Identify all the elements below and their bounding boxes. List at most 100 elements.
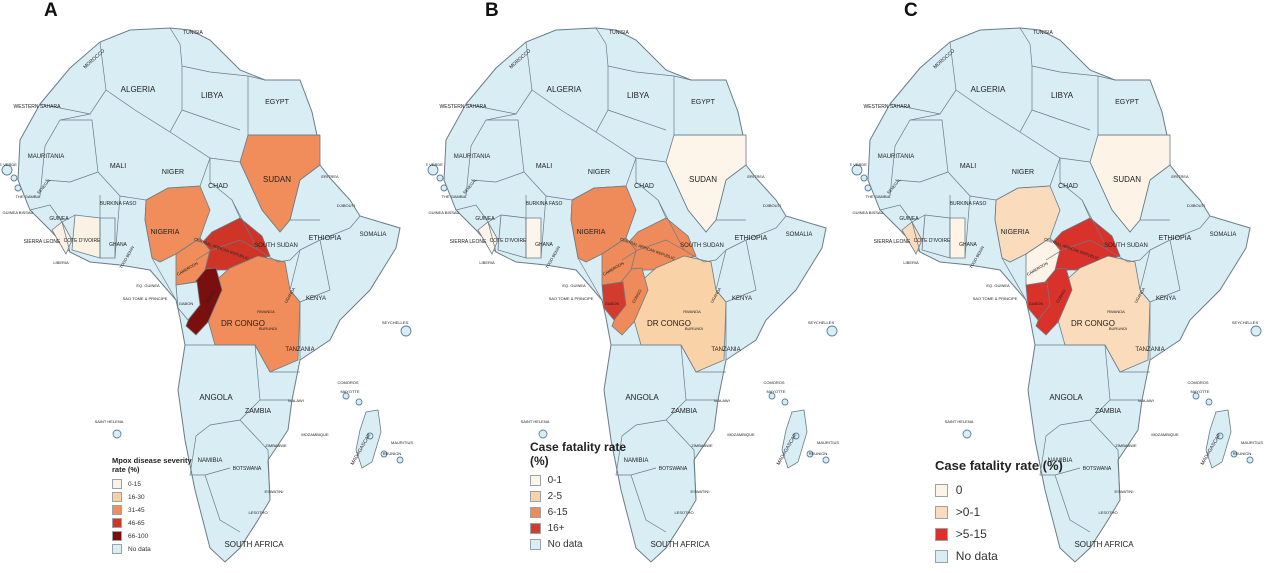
country-label-libya: LIBYA bbox=[201, 91, 224, 100]
legend-label: 0-15 bbox=[128, 480, 142, 488]
region-cameroon bbox=[1025, 237, 1061, 286]
island bbox=[436, 174, 444, 182]
country-label-namibia: NAMIBIA bbox=[198, 458, 223, 464]
legend-label: No data bbox=[128, 545, 151, 553]
legend-swatch bbox=[112, 479, 122, 489]
country-border bbox=[570, 199, 579, 259]
country-label-western_sahara: WESTERN SAHARA bbox=[440, 104, 488, 110]
legend-label: 66-100 bbox=[128, 532, 149, 540]
country-label-eritrea: ERITREA bbox=[1171, 174, 1189, 179]
island bbox=[1216, 432, 1224, 440]
country-label-guinea: GUINEA bbox=[899, 216, 919, 222]
legend-swatch bbox=[935, 549, 948, 563]
country-border bbox=[615, 424, 657, 476]
legend-item: No data bbox=[935, 549, 1085, 563]
country-label-seychelles: SEYCHELLES bbox=[808, 320, 835, 325]
legend-item: 66-100 bbox=[112, 531, 198, 541]
island bbox=[826, 325, 838, 337]
island bbox=[427, 164, 439, 176]
country-border bbox=[145, 157, 211, 201]
country-border bbox=[1089, 419, 1121, 501]
country-label-nigeria: NIGERIA bbox=[151, 229, 180, 236]
legend-swatch bbox=[530, 491, 541, 502]
legend-label: 16-30 bbox=[128, 493, 145, 501]
country-label-somalia: SOMALIA bbox=[786, 232, 813, 238]
country-label-south_sudan: SOUTH SUDAN bbox=[254, 243, 298, 249]
legend-label: 16+ bbox=[547, 523, 565, 534]
legend-label: No data bbox=[547, 539, 583, 550]
country-label-angola: ANGOLA bbox=[199, 393, 233, 402]
country-label-zimbabwe: ZIMBABWE bbox=[1115, 443, 1137, 448]
country-label-the_gambia: THE GAMBIA bbox=[442, 194, 467, 199]
country-label-niger: NIGER bbox=[1012, 169, 1034, 176]
country-label-kenya: KENYA bbox=[306, 296, 326, 302]
island bbox=[14, 184, 22, 192]
country-border bbox=[61, 221, 71, 253]
country-label-cote_divoire: COTE D'IVOIRE bbox=[64, 238, 101, 244]
legend-label: 31-45 bbox=[128, 506, 145, 514]
country-label-gabon: GABON bbox=[605, 301, 620, 306]
legend-swatch bbox=[530, 539, 541, 550]
island bbox=[864, 184, 872, 192]
panel-c: C TUNISIA MOROCCO ALGERIA LIBYA EGYPT WESTERN… bbox=[850, 0, 1270, 573]
country-border bbox=[209, 344, 261, 426]
country-border bbox=[1139, 164, 1171, 221]
country-label-cape_verde: CAPE VERDE bbox=[426, 162, 443, 167]
country-label-tunisia: TUNISIA bbox=[183, 30, 203, 36]
country-border bbox=[169, 27, 183, 67]
region-cameroon bbox=[175, 237, 211, 286]
country-label-mauritius: MAURITIUS bbox=[391, 440, 413, 445]
country-border bbox=[994, 199, 1003, 259]
legend-item: 2-5 bbox=[530, 491, 640, 502]
country-label-tanzania: TANZANIA bbox=[1135, 347, 1164, 353]
country-border bbox=[1089, 161, 1170, 233]
region-cameroon bbox=[601, 237, 637, 286]
country-label-angola: ANGOLA bbox=[625, 393, 659, 402]
island bbox=[10, 174, 18, 182]
country-border bbox=[964, 195, 971, 259]
country-label-mozambique: MOZAMBIQUE bbox=[727, 432, 755, 437]
country-border bbox=[889, 41, 957, 115]
country-label-ghana: GHANA bbox=[109, 242, 127, 248]
country-label-algeria: ALGERIA bbox=[971, 85, 1006, 94]
island bbox=[1230, 450, 1238, 458]
island bbox=[822, 456, 830, 464]
legend-item: >0-1 bbox=[935, 505, 1085, 519]
country-label-south_africa: SOUTH AFRICA bbox=[1074, 540, 1134, 549]
country-border bbox=[239, 419, 271, 501]
country-label-nigeria: NIGERIA bbox=[577, 229, 606, 236]
country-label-tunisia: TUNISIA bbox=[609, 30, 629, 36]
country-border bbox=[725, 239, 757, 303]
country-border bbox=[299, 239, 331, 303]
country-border bbox=[715, 249, 727, 360]
country-label-kenya: KENYA bbox=[732, 296, 752, 302]
country-label-sierra_leone: SIERRA LEONE bbox=[450, 239, 487, 245]
legend-title: Case fatality rate (%) bbox=[935, 458, 1063, 473]
country-border bbox=[1081, 199, 1151, 263]
country-label-guinea_bissau: GUINEA BISSAU bbox=[853, 210, 884, 215]
country-label-niger: NIGER bbox=[588, 169, 610, 176]
legend-item: 0-1 bbox=[530, 475, 640, 486]
legend-item: 16+ bbox=[530, 523, 640, 534]
country-label-mauritania: MAURITANIA bbox=[28, 154, 65, 160]
country-border bbox=[635, 344, 687, 426]
country-label-eritrea: ERITREA bbox=[321, 174, 339, 179]
legend-label: >5-15 bbox=[955, 527, 987, 541]
island bbox=[1246, 456, 1254, 464]
country-label-mayotte: MAYOTTE bbox=[766, 389, 785, 394]
country-label-gabon: GABON bbox=[179, 301, 194, 306]
country-label-cape_verde: CAPE VERDE bbox=[0, 162, 17, 167]
country-label-south_africa: SOUTH AFRICA bbox=[650, 540, 710, 549]
country-border bbox=[571, 157, 637, 201]
country-border bbox=[231, 199, 301, 263]
country-border bbox=[151, 257, 177, 301]
country-border bbox=[185, 344, 300, 373]
country-label-algeria: ALGERIA bbox=[121, 85, 156, 94]
country-label-sao_tome: SAO TOME & PRINCIPE bbox=[123, 296, 168, 301]
country-label-angola: ANGOLA bbox=[1049, 393, 1083, 402]
country-label-comoros: COMOROS bbox=[763, 380, 784, 385]
legend-swatch bbox=[530, 507, 541, 518]
country-border bbox=[595, 27, 609, 67]
